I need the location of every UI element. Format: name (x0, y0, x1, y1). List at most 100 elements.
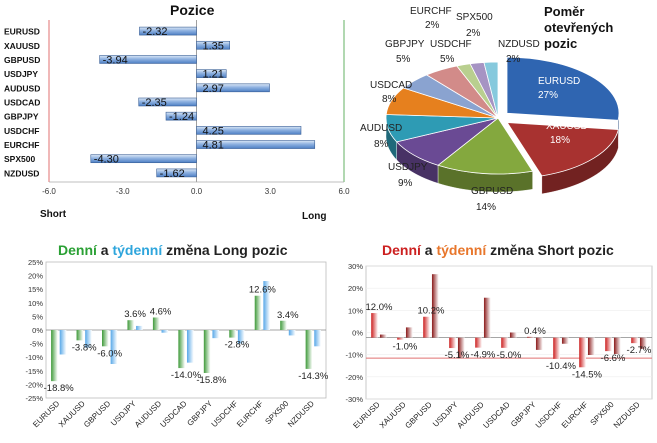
pie-slice-label: USDJPY (388, 162, 428, 173)
pie-slice-percent: 5% (396, 54, 411, 65)
y-tick-label: -10% (25, 353, 43, 362)
bar-weekly (136, 325, 143, 330)
position-bar (196, 83, 270, 93)
short-change-title: Denní a týdenní změna Short pozic (382, 242, 614, 258)
short-title-weekly: týdenní (436, 242, 487, 258)
bar-daily (229, 330, 236, 338)
bar-weekly (288, 330, 296, 336)
bar-weekly (405, 327, 413, 338)
data-label: 12.6% (249, 285, 276, 296)
position-category-label: USDCHF (4, 126, 39, 136)
data-label: -14.5% (572, 369, 603, 380)
x-category-label: USDCHF (534, 400, 564, 430)
bar-weekly (561, 337, 569, 344)
bar-daily (423, 316, 430, 338)
pie-slice-percent: 2% (466, 28, 481, 39)
position-bar (139, 26, 197, 36)
bar-weekly (483, 297, 491, 338)
data-label: 0.4% (524, 326, 546, 337)
data-label: 3.6% (124, 309, 146, 320)
bar-daily (553, 337, 560, 359)
data-label: 10.2% (417, 306, 444, 317)
y-tick-label: -20% (345, 373, 363, 382)
bar-daily (254, 295, 262, 330)
long-title-rest: změna Long pozic (162, 242, 288, 258)
bar-weekly (85, 330, 92, 348)
x-category-label: NZDUSD (286, 399, 316, 429)
position-bar (138, 97, 197, 107)
position-value-label: 1.35 (203, 40, 224, 52)
x-category-label: EURUSD (351, 400, 381, 430)
bar-daily (152, 317, 160, 330)
bar-weekly (379, 334, 387, 338)
pie-slice-label: USDCHF (430, 39, 472, 50)
positions-title: Pozice (170, 2, 215, 18)
pie-slice-percent: 5% (440, 54, 455, 65)
ratio-title-line-1: Poměr (544, 4, 585, 19)
pie-slice (506, 56, 620, 121)
y-tick-label: -5% (30, 340, 44, 349)
position-category-label: GBPJPY (4, 112, 39, 122)
ratio-chart-panel: EURUSD 27% XAUUSD 18% GBPUSD 14% USDJPY 9% AUDUS… (360, 0, 657, 230)
positions-svg: EURUSD -2.32 XAUUSD 1.35 GBPUSD -3.94 USDJPY 1.… (4, 20, 350, 196)
short-change-svg: 30% 20% 10% 0% -10% -20% -30% 12.0% EURUSD -1.0% X… (345, 262, 653, 430)
y-tick-label: 15% (28, 285, 43, 294)
long-change-panel: Denní a týdenní změna Long pozic 25% 20% 1… (0, 236, 330, 443)
data-label: -3.8% (72, 342, 97, 353)
pie-slice (437, 117, 534, 175)
position-x-tick-label: 0.0 (191, 187, 203, 196)
data-label: 12.0% (365, 302, 392, 313)
pie-slice (506, 122, 619, 177)
position-bar (99, 55, 197, 64)
position-category-label: EURUSD (4, 27, 40, 37)
bar-weekly (212, 330, 220, 339)
position-bar (165, 111, 197, 121)
bar-daily (397, 337, 404, 340)
x-category-label: USDCHF (210, 399, 240, 429)
x-category-label: EURCHF (560, 400, 590, 430)
data-label: -14.0% (171, 370, 202, 381)
pie-slice-percent: 18% (550, 135, 570, 146)
data-label: -10.4% (546, 361, 577, 372)
x-category-label: USDCAD (158, 399, 188, 429)
y-tick-label: -10% (345, 351, 363, 360)
bar-weekly (457, 337, 465, 359)
long-title-and: a (96, 242, 113, 258)
pie-slice-label: NZDUSD (498, 39, 540, 50)
y-tick-label: 0% (352, 329, 363, 338)
y-tick-label: 25% (28, 258, 43, 267)
y-tick-label: 10% (28, 299, 43, 308)
position-value-label: -2.32 (142, 26, 167, 38)
bar-daily (371, 313, 378, 338)
bar-daily (127, 320, 135, 330)
pie-slice-label: USDCAD (370, 80, 412, 91)
short-title-rest: změna Short pozic (486, 242, 614, 258)
bar-daily (178, 330, 185, 369)
pie-slice-label: GBPJPY (385, 39, 425, 50)
bar-daily (605, 337, 612, 352)
position-bar (196, 126, 302, 135)
position-bar (196, 69, 227, 78)
position-value-label: -1.24 (169, 111, 194, 123)
pie-slice-label: EURCHF (410, 6, 452, 17)
positions-chart-panel: Pozice EURUSD -2.32 XAUUSD 1.35 GBPUSD -3.94 U… (0, 0, 360, 230)
bar-weekly (314, 330, 321, 347)
position-x-tick-label: -3.0 (116, 187, 130, 196)
bar-daily (102, 330, 109, 347)
bar-daily (631, 337, 638, 344)
position-bar (196, 40, 230, 50)
x-category-label: XAUUSD (378, 400, 408, 430)
bar-weekly (535, 337, 543, 350)
ratio-title: Poměr otevřených pozic (544, 4, 613, 52)
x-category-label: NZDUSD (612, 400, 642, 430)
bar-daily (51, 330, 58, 382)
bar-weekly (639, 337, 647, 349)
long-label: Long (302, 211, 327, 222)
position-value-label: -3.94 (103, 54, 128, 66)
position-x-tick-label: 6.0 (338, 187, 350, 196)
data-label: -2.7% (627, 345, 652, 356)
position-value-label: -4.30 (94, 154, 119, 166)
bar-daily (475, 337, 482, 348)
data-label: -2.8% (224, 340, 249, 351)
pie-slice-percent: 9% (398, 178, 413, 189)
